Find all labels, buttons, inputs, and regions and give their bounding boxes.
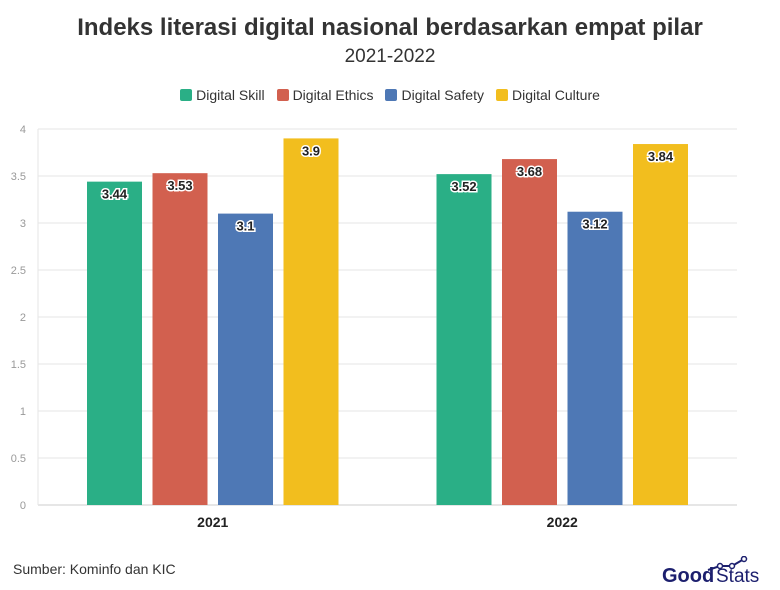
legend-swatch (276, 89, 289, 101)
y-tick-label: 0 (20, 500, 26, 512)
legend-label: Digital Skill (196, 87, 265, 103)
svg-text:Good: Good (662, 565, 714, 586)
chart-subtitle: 2021-2022 (344, 46, 436, 67)
data-label: 3.52 (451, 179, 476, 194)
bar-digital-safety-2022 (567, 211, 623, 505)
data-label: 3.12 (582, 217, 607, 232)
y-tick-label: 1 (20, 406, 26, 418)
legend-item-digital-culture[interactable]: Digital Culture (495, 87, 600, 103)
legend-label: Digital Culture (511, 87, 600, 103)
svg-text:Stats: Stats (716, 566, 759, 586)
legend-swatch (385, 89, 398, 101)
bar-digital-culture-2021 (283, 138, 339, 505)
bar-digital-ethics-2022 (502, 159, 557, 505)
y-tick-label: 4 (20, 124, 26, 136)
data-label: 3.53 (167, 178, 192, 193)
legend: Digital Skill Digital Ethics Digital Saf… (0, 87, 780, 103)
bar-digital-culture-2022 (633, 144, 688, 506)
bar-digital-ethics-2021 (152, 173, 208, 505)
legend-item-digital-skill[interactable]: Digital Skill (180, 87, 265, 103)
data-label: 3.44 (102, 187, 128, 202)
data-label: 3.84 (648, 149, 674, 164)
legend-label: Digital Ethics (292, 87, 374, 103)
x-tick-label: 2022 (547, 514, 578, 530)
legend-item-digital-safety[interactable]: Digital Safety (385, 87, 484, 103)
source-note: Sumber: Kominfo dan KIC (13, 561, 176, 577)
data-label: 3.1 (236, 219, 254, 234)
data-label: 3.68 (517, 164, 542, 179)
y-tick-label: 0.5 (11, 453, 26, 465)
y-tick-label: 3 (20, 218, 26, 230)
y-tick-label: 1.5 (11, 359, 26, 371)
y-tick-label: 2.5 (11, 265, 26, 277)
bar-digital-skill-2021 (87, 181, 142, 505)
y-tick-label: 3.5 (11, 171, 26, 183)
goodstats-logo: Good Stats (662, 556, 759, 586)
bar-digital-safety-2021 (218, 213, 273, 505)
chart-title: Indeks literasi digital nasional berdasa… (77, 14, 703, 41)
bar-digital-skill-2022 (436, 174, 492, 505)
legend-label: Digital Safety (401, 87, 484, 103)
data-label: 3.9 (302, 143, 320, 158)
y-tick-label: 2 (20, 312, 26, 324)
legend-swatch (495, 89, 508, 101)
legend-swatch (180, 89, 193, 101)
x-tick-label: 2021 (197, 514, 228, 530)
legend-item-digital-ethics[interactable]: Digital Ethics (276, 87, 374, 103)
